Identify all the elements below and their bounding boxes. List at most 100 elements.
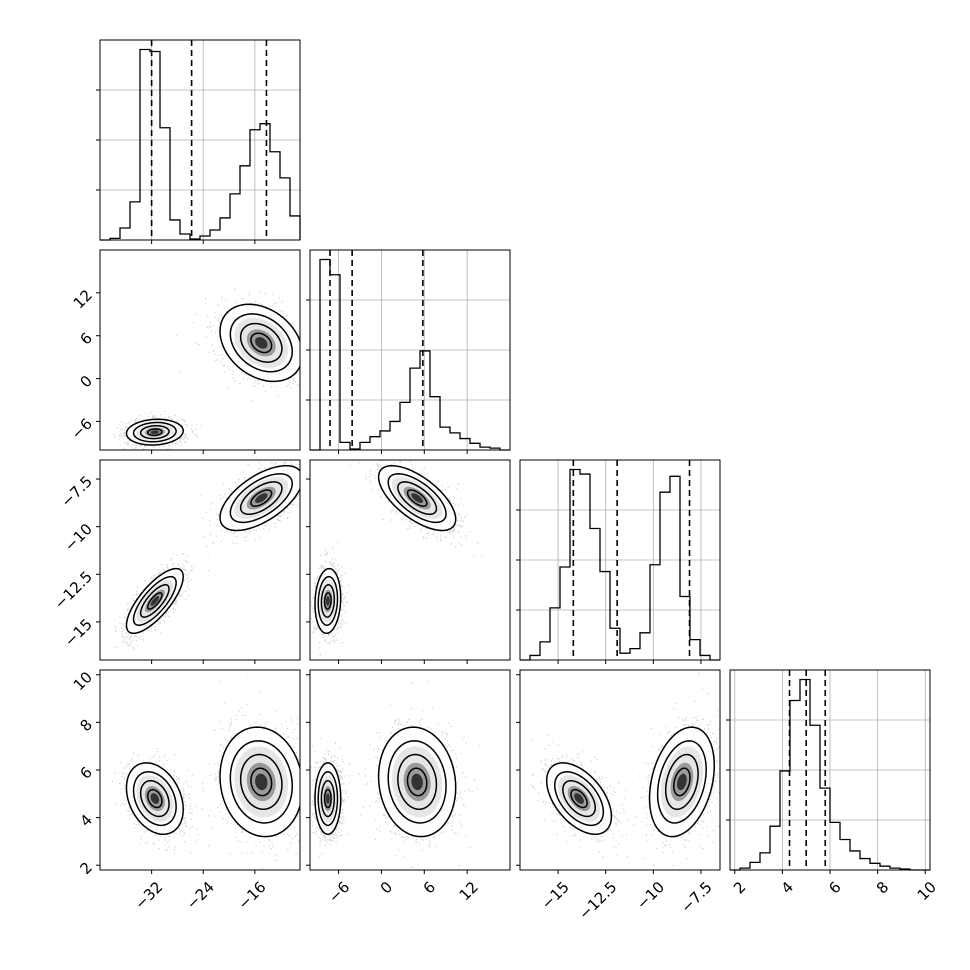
- density-fill-core-1: [255, 337, 268, 349]
- y-tick-label-1-0: −6: [68, 415, 96, 443]
- x-tick-label-2-0: −15: [538, 878, 573, 913]
- x-tick-label-2-3: −7.5: [677, 878, 715, 916]
- density-fill-core-0: [150, 596, 160, 606]
- contour-0-1: [320, 584, 336, 618]
- contour-0-2: [317, 575, 339, 626]
- x-tick-label-0-2: −16: [234, 878, 269, 913]
- contour-1-0: [406, 489, 428, 507]
- density-fill-core-0: [150, 793, 160, 804]
- contour-1-1: [397, 753, 438, 811]
- density-fill-core-0: [325, 793, 330, 804]
- contour-1-0: [250, 489, 273, 507]
- x-tick-label-3-1: 4: [778, 878, 797, 897]
- contour-0-2: [317, 771, 339, 827]
- x-tick-label-1-3: 12: [456, 878, 482, 904]
- panel-content: [530, 673, 720, 867]
- contour-1-2: [229, 740, 294, 824]
- panel-content: [310, 460, 483, 656]
- contour-1-0: [406, 767, 428, 797]
- contour-0-0: [146, 788, 163, 809]
- density-fill-core-1: [255, 493, 268, 503]
- y-tick-label-2-2: −10: [61, 520, 96, 555]
- histogram-step-1: [310, 258, 510, 451]
- density-fill-core-0: [150, 430, 160, 435]
- contour-0-3: [314, 567, 342, 635]
- scatter-panel-2-1: [306, 459, 511, 664]
- x-tick-label-0-1: −24: [183, 878, 218, 913]
- contour-0-0: [323, 788, 332, 809]
- x-tick-label-1-0: −6: [325, 878, 353, 906]
- x-tick-label-3-3: 8: [873, 878, 892, 897]
- histogram-step-0: [100, 48, 301, 241]
- contour-1-0: [250, 332, 273, 354]
- y-tick-label-2-1: −12.5: [51, 568, 96, 613]
- density-fill-core-1: [677, 773, 687, 791]
- contour-1-2: [387, 473, 447, 524]
- contour-1-0: [250, 767, 273, 797]
- contour-0-1: [139, 584, 170, 618]
- density-fill-core-1: [411, 773, 423, 791]
- density-fill-core-1: [411, 493, 423, 503]
- contour-0-2: [132, 771, 177, 827]
- contour-0-1: [320, 779, 336, 818]
- contour-0-1: [139, 779, 170, 818]
- y-tick-label-3-4: 10: [70, 668, 96, 694]
- y-tick-label-1-3: 12: [70, 286, 96, 312]
- contour-0-3: [545, 762, 613, 836]
- scatter-panel-3-0: [96, 669, 301, 874]
- x-tick-label-1-1: 0: [377, 878, 396, 897]
- hist-panel-0: [96, 39, 301, 244]
- contour-0-1: [562, 779, 596, 818]
- scatter-panel-3-2: [516, 669, 721, 874]
- density-fill-core-0: [574, 793, 584, 804]
- density-fill-core-1: [255, 773, 268, 791]
- hist-panel-1: [306, 249, 511, 454]
- histogram-step-2: [520, 468, 720, 661]
- contour-1-1: [239, 481, 283, 516]
- contour-1-2: [229, 313, 294, 373]
- scatter-panel-2-0: [96, 459, 301, 664]
- scatter-panel-3-1: [306, 669, 511, 874]
- contour-1-3: [219, 464, 300, 532]
- panel-frame: [309, 459, 511, 661]
- contour-1-3: [377, 726, 457, 838]
- y-tick-label-3-3: 8: [77, 716, 96, 735]
- x-tick-label-0-0: −32: [131, 878, 166, 913]
- contour-1-1: [664, 753, 699, 811]
- contour-1-1: [239, 753, 283, 811]
- y-tick-label-2-3: −7.5: [58, 472, 96, 510]
- density-fill-core-0: [325, 596, 330, 606]
- scatter-panel-1-0: [96, 249, 301, 454]
- panel-content: [310, 680, 480, 868]
- contour-0-0: [570, 788, 588, 809]
- y-tick-label-3-2: 6: [77, 763, 96, 782]
- contour-0-2: [132, 421, 177, 443]
- histogram-step-3: [730, 678, 930, 871]
- contour-1-3: [648, 726, 716, 838]
- x-tick-label-2-1: −12.5: [575, 878, 620, 923]
- contour-0-3: [125, 567, 184, 635]
- contour-1-3: [219, 726, 300, 838]
- contour-1-1: [397, 481, 438, 516]
- x-tick-label-3-2: 6: [825, 878, 844, 897]
- contour-0-3: [125, 762, 184, 836]
- y-tick-label-1-2: 6: [77, 329, 96, 348]
- x-tick-label-1-2: 6: [420, 878, 439, 897]
- y-tick-label-2-0: −15: [61, 615, 96, 650]
- x-tick-label-3-0: 2: [730, 878, 749, 897]
- contour-1-3: [377, 464, 457, 532]
- hist-panel-2: [516, 459, 721, 664]
- panel-frame: [99, 39, 301, 241]
- panel-content: [113, 460, 300, 650]
- panel-frame: [309, 249, 511, 451]
- panel-frame: [99, 249, 301, 451]
- x-tick-label-2-2: −10: [633, 878, 668, 913]
- contour-0-2: [554, 771, 605, 827]
- contour-0-2: [132, 575, 177, 626]
- contour-0-0: [146, 428, 163, 437]
- y-tick-label-1-1: 0: [77, 372, 96, 391]
- hist-panel-3: [726, 669, 931, 874]
- contour-1-3: [219, 303, 300, 383]
